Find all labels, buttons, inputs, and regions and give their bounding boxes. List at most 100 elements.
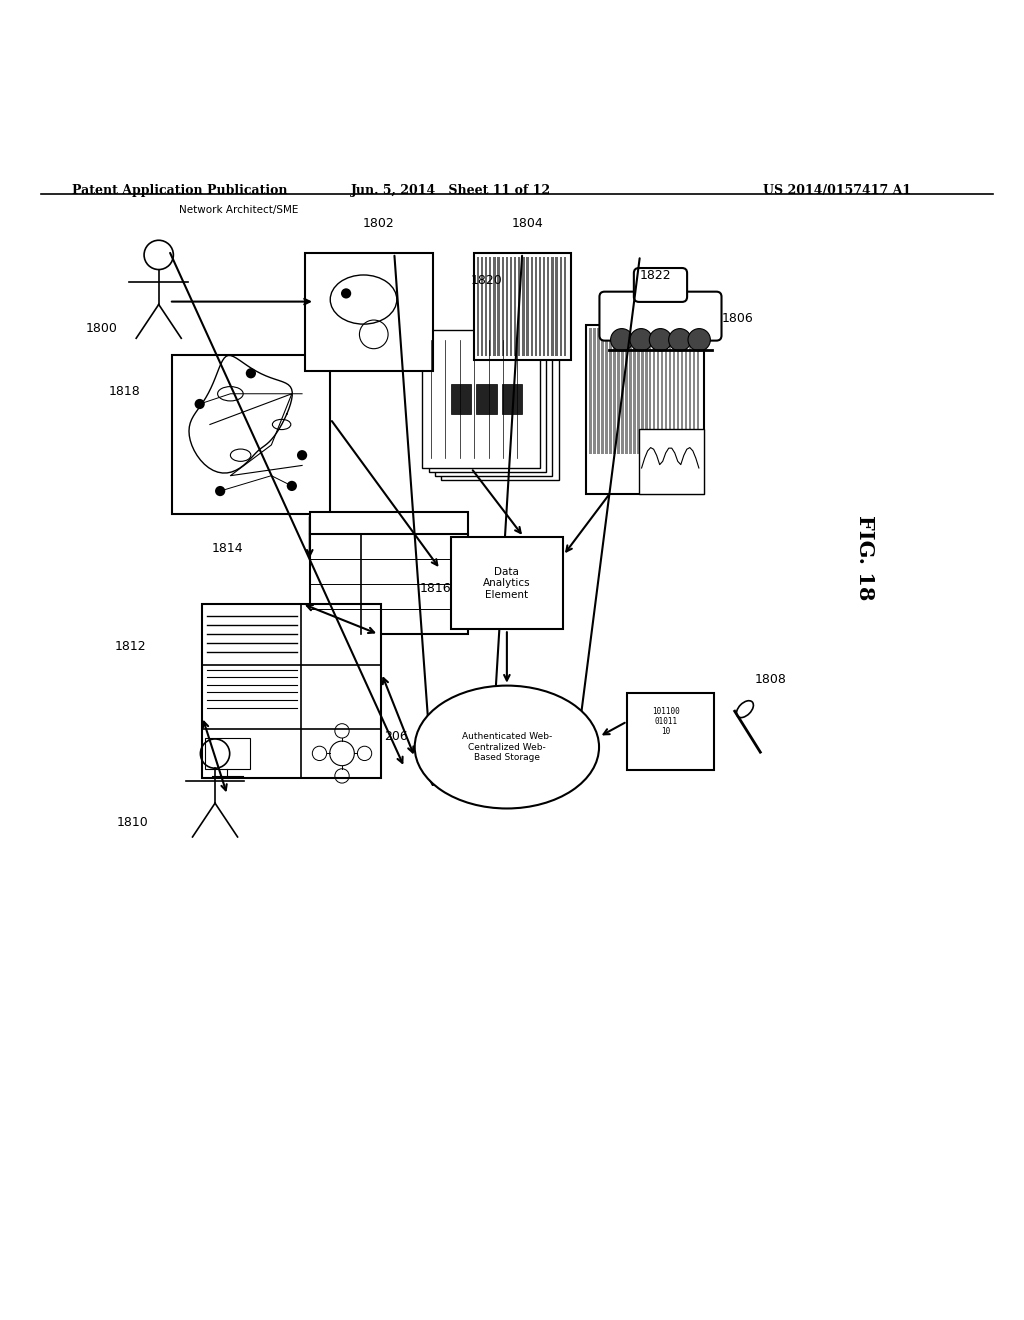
- Text: Jun. 5, 2014   Sheet 11 of 12: Jun. 5, 2014 Sheet 11 of 12: [350, 183, 551, 197]
- Text: 1804: 1804: [511, 218, 544, 231]
- Text: 1818: 1818: [109, 385, 140, 399]
- Bar: [506, 257, 508, 356]
- Bar: [669, 327, 672, 454]
- Bar: [305, 253, 432, 371]
- Text: 206: 206: [384, 730, 408, 743]
- Bar: [641, 327, 643, 454]
- Bar: [494, 257, 496, 356]
- Circle shape: [195, 399, 205, 409]
- Bar: [428, 334, 547, 473]
- Bar: [502, 257, 504, 356]
- Bar: [451, 384, 471, 414]
- Bar: [681, 327, 683, 454]
- Text: FIG. 18: FIG. 18: [855, 515, 876, 601]
- Bar: [518, 257, 520, 356]
- Bar: [627, 693, 715, 770]
- Text: 1816: 1816: [420, 582, 452, 595]
- Text: 1802: 1802: [362, 218, 395, 231]
- Circle shape: [610, 329, 633, 351]
- Bar: [171, 355, 330, 513]
- Circle shape: [287, 480, 297, 491]
- Bar: [473, 253, 571, 360]
- Bar: [530, 257, 532, 356]
- Bar: [498, 257, 500, 356]
- Bar: [489, 257, 492, 356]
- Text: 1812: 1812: [115, 640, 145, 653]
- Text: 1800: 1800: [86, 322, 118, 335]
- Bar: [476, 384, 497, 414]
- Bar: [451, 537, 563, 630]
- Circle shape: [669, 329, 691, 351]
- Bar: [629, 327, 632, 454]
- Bar: [613, 327, 615, 454]
- Bar: [626, 327, 628, 454]
- Circle shape: [297, 450, 307, 461]
- Circle shape: [215, 486, 225, 496]
- Bar: [697, 327, 699, 454]
- Text: Network Architect/SME: Network Architect/SME: [179, 205, 299, 215]
- Bar: [645, 327, 647, 454]
- Text: Authenticated Web-
Centralized Web-
Based Storage: Authenticated Web- Centralized Web- Base…: [462, 733, 552, 762]
- Text: US 2014/0157417 A1: US 2014/0157417 A1: [763, 183, 911, 197]
- Circle shape: [630, 329, 652, 351]
- Text: 1810: 1810: [117, 816, 148, 829]
- Bar: [685, 327, 687, 454]
- Text: 1814: 1814: [212, 543, 244, 556]
- Bar: [309, 512, 469, 635]
- Bar: [637, 327, 640, 454]
- Bar: [657, 327, 659, 454]
- Bar: [481, 257, 483, 356]
- FancyBboxPatch shape: [634, 268, 687, 302]
- Bar: [653, 327, 655, 454]
- Bar: [559, 257, 562, 356]
- Bar: [677, 327, 679, 454]
- Bar: [673, 327, 676, 454]
- Bar: [526, 257, 528, 356]
- Circle shape: [246, 368, 256, 379]
- Bar: [551, 257, 554, 356]
- Bar: [609, 327, 611, 454]
- Bar: [649, 327, 651, 454]
- Bar: [440, 342, 559, 480]
- Bar: [543, 257, 545, 356]
- Bar: [535, 257, 537, 356]
- Bar: [601, 327, 604, 454]
- Bar: [563, 257, 566, 356]
- Bar: [202, 603, 381, 777]
- Bar: [586, 325, 705, 494]
- Bar: [514, 257, 516, 356]
- Text: Patent Application Publication: Patent Application Publication: [72, 183, 287, 197]
- Bar: [693, 327, 695, 454]
- Bar: [510, 257, 512, 356]
- Text: 101100
01011
10: 101100 01011 10: [651, 706, 680, 737]
- FancyBboxPatch shape: [599, 292, 722, 341]
- Bar: [205, 738, 250, 768]
- Circle shape: [341, 288, 351, 298]
- Bar: [502, 384, 522, 414]
- Bar: [422, 330, 541, 469]
- Bar: [605, 327, 607, 454]
- Bar: [622, 327, 624, 454]
- Bar: [593, 327, 596, 454]
- Circle shape: [688, 329, 711, 351]
- Text: 1808: 1808: [755, 673, 786, 686]
- Bar: [689, 327, 691, 454]
- Ellipse shape: [415, 685, 599, 808]
- Bar: [665, 327, 668, 454]
- Text: Data
Analytics
Element: Data Analytics Element: [483, 566, 530, 599]
- Bar: [555, 257, 558, 356]
- Text: 1820: 1820: [470, 273, 503, 286]
- Bar: [547, 257, 549, 356]
- Text: 1822: 1822: [640, 268, 671, 281]
- Bar: [617, 327, 620, 454]
- Bar: [633, 327, 636, 454]
- Bar: [539, 257, 541, 356]
- Text: 1806: 1806: [722, 312, 754, 325]
- Circle shape: [649, 329, 672, 351]
- Bar: [662, 327, 664, 454]
- Bar: [434, 338, 553, 477]
- Bar: [590, 327, 592, 454]
- Bar: [477, 257, 479, 356]
- Bar: [485, 257, 487, 356]
- Bar: [597, 327, 600, 454]
